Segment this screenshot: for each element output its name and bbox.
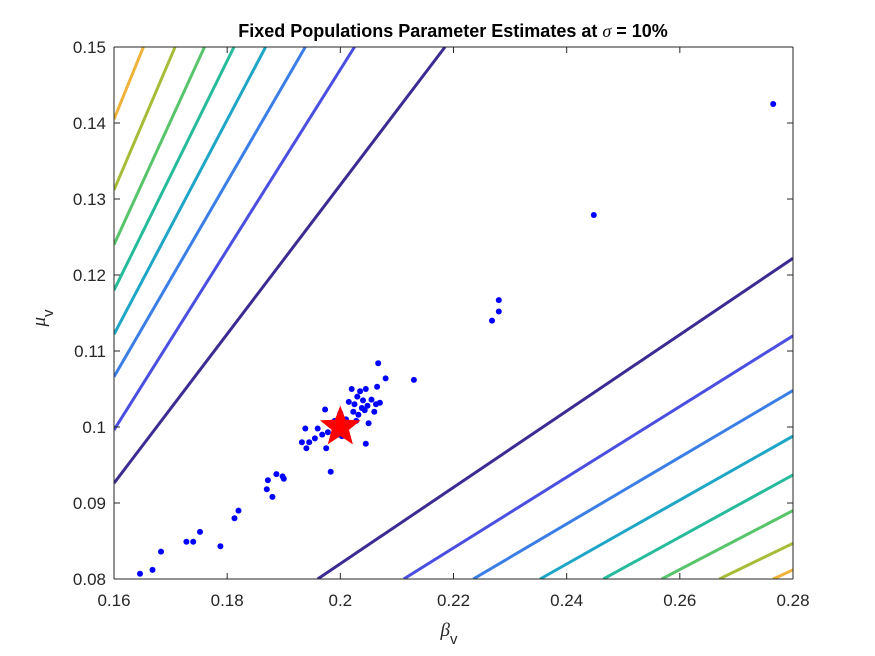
contour-line-upper-5: [114, 47, 236, 291]
estimate-point: [355, 411, 362, 418]
estimate-point: [354, 393, 361, 400]
contour-line-lower-7: [718, 541, 793, 579]
x-axis-label: βv: [440, 620, 458, 648]
estimate-point: [410, 376, 417, 383]
y-tick-label: 0.11: [74, 342, 106, 361]
true-value-star-marker: [319, 405, 361, 445]
estimate-point: [314, 425, 321, 432]
estimate-point: [382, 375, 389, 382]
x-tick-label: 0.26: [663, 591, 696, 610]
estimate-point: [302, 425, 309, 432]
chart-title: Fixed Populations Parameter Estimates at…: [238, 21, 668, 41]
estimate-point: [770, 101, 777, 107]
estimate-point: [375, 360, 382, 367]
contour-line-upper-1: [114, 47, 447, 485]
y-tick-label: 0.09: [73, 494, 106, 513]
estimate-point: [183, 538, 190, 545]
estimate-point: [357, 388, 364, 395]
contour-line-lower-6: [661, 509, 793, 579]
contour-line-lower-8: [772, 568, 793, 579]
contour-line-upper-3: [114, 47, 307, 378]
estimate-point: [322, 406, 329, 413]
chart-title-sigma-symbol: σ: [602, 21, 612, 41]
contour-layer: [114, 47, 793, 579]
estimate-point: [149, 566, 156, 573]
estimate-point: [489, 317, 495, 324]
estimate-point: [190, 538, 197, 545]
estimate-point: [319, 431, 326, 438]
estimate-point: [495, 297, 502, 304]
estimate-point: [368, 396, 375, 403]
y-tick-label: 0.12: [73, 266, 106, 285]
estimate-point: [350, 408, 357, 415]
estimate-point: [362, 386, 369, 392]
estimate-point: [324, 429, 331, 436]
x-axis-label-symbol: β: [440, 620, 451, 641]
y-tick-label: 0.13: [73, 190, 106, 209]
contour-line-upper-2: [114, 47, 356, 431]
points-layer: [137, 101, 777, 577]
estimate-point: [360, 397, 366, 404]
contour-line-lower-1: [316, 257, 793, 579]
y-axis-label-symbol: μ: [29, 317, 50, 328]
plot-area: [114, 47, 793, 579]
x-tick-label: 0.28: [776, 591, 809, 610]
x-tick-label: 0.2: [329, 591, 353, 610]
estimate-point: [280, 475, 287, 482]
estimate-point: [364, 402, 371, 409]
estimate-point: [263, 486, 270, 493]
estimate-point: [298, 439, 305, 446]
estimate-point: [235, 507, 242, 514]
estimate-point: [327, 468, 334, 475]
estimate-point: [590, 212, 597, 218]
estimate-point: [351, 401, 358, 408]
estimate-point: [362, 440, 369, 447]
contour-line-upper-7: [114, 47, 177, 191]
y-tick-label: 0.15: [73, 38, 106, 57]
estimate-point: [311, 435, 318, 442]
plot-background: [114, 47, 793, 579]
chart-title-suffix: = 10%: [611, 21, 668, 41]
estimate-point: [348, 386, 355, 392]
contour-line-upper-4: [114, 47, 267, 336]
estimate-point: [345, 398, 352, 405]
x-tick-label: 0.16: [97, 591, 130, 610]
marker-layer: [319, 405, 361, 445]
estimate-point: [374, 383, 381, 390]
estimate-point: [365, 420, 372, 427]
chart-title-prefix: Fixed Populations Parameter Estimates at: [238, 21, 602, 41]
estimate-point: [495, 308, 502, 315]
estimate-point: [158, 548, 164, 555]
estimate-point: [269, 493, 276, 500]
y-tick-label: 0.1: [82, 418, 106, 437]
contour-line-lower-3: [472, 389, 793, 579]
x-axis-label-subscript: v: [450, 631, 458, 648]
estimate-point: [371, 408, 378, 415]
y-axis-label-subscript: v: [40, 309, 57, 317]
x-tick-label: 0.22: [437, 591, 470, 610]
contour-line-lower-5: [602, 473, 793, 579]
y-axis-label: μv: [29, 309, 57, 328]
estimate-point: [217, 543, 224, 550]
estimate-point: [273, 471, 280, 478]
estimate-point: [137, 570, 143, 577]
contour-line-upper-8: [114, 47, 145, 120]
x-tick-label: 0.18: [211, 591, 244, 610]
estimate-point: [197, 528, 203, 535]
estimate-point: [361, 407, 368, 414]
x-tick-label: 0.24: [550, 591, 583, 610]
estimate-point: [306, 439, 313, 446]
ticks-layer: 0.16 0.18 0.2 0.22 0.24 0.26 0.28 0.08 0.09 0.1 0.…: [73, 38, 810, 610]
contour-line-upper-6: [114, 47, 206, 246]
contour-line-lower-4: [539, 434, 793, 579]
contour-line-lower-2: [402, 334, 793, 579]
estimate-point: [264, 477, 271, 484]
y-tick-label: 0.14: [73, 114, 106, 133]
estimate-point: [323, 445, 330, 452]
estimate-point: [303, 445, 310, 452]
y-tick-label: 0.08: [73, 570, 106, 589]
estimate-point: [376, 399, 383, 406]
estimate-point: [231, 515, 238, 522]
